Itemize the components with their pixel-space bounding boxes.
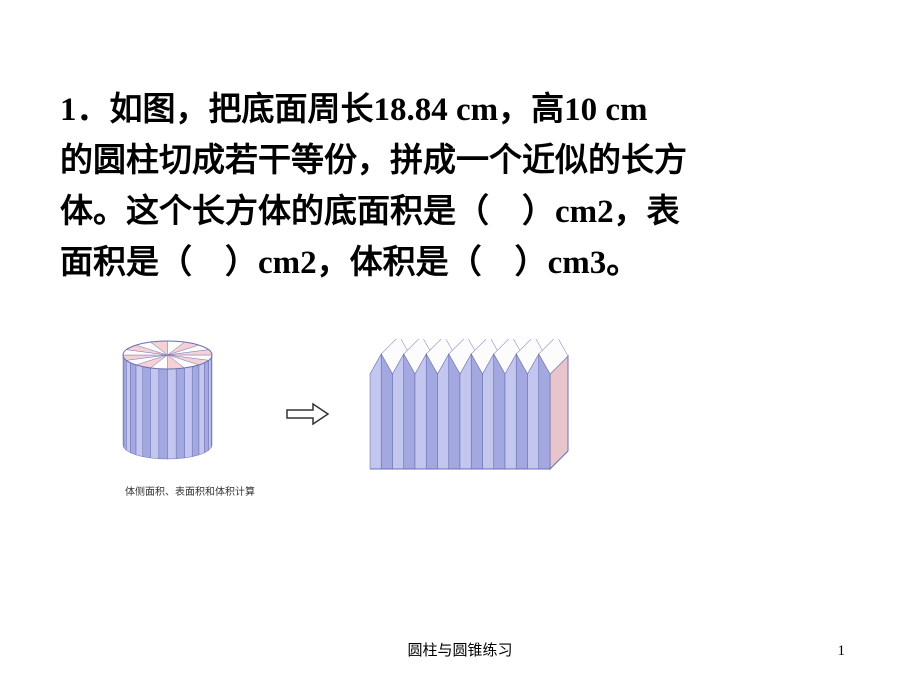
q-line3: 体。这个长方体的底面积是（ ）cm2，表 [60, 194, 680, 230]
q-line1: 如图，把底面周长18.84 cm，高10 cm [110, 92, 648, 128]
figures-row: 体侧面积、表面积和体积计算 [120, 330, 870, 498]
cylinder-figure: 体侧面积、表面积和体积计算 [120, 330, 255, 498]
page-number: 1 [838, 643, 846, 660]
arrow-icon [285, 399, 330, 429]
footer-text: 圆柱与圆锥练习 [0, 639, 920, 660]
q-line2: 的圆柱切成若干等份，拼成一个近似的长方 [60, 143, 687, 179]
cuboid-svg [360, 339, 590, 489]
q-line4: 面积是（ ）cm2，体积是（ ）cm3。 [60, 245, 639, 281]
question-text: 1．如图，把底面周长18.84 cm，高10 cm 的圆柱切成若干等份，拼成一个… [60, 85, 870, 290]
question-number: 1． [60, 92, 110, 128]
slide-content: 1．如图，把底面周长18.84 cm，高10 cm 的圆柱切成若干等份，拼成一个… [0, 0, 920, 498]
cylinder-svg [120, 330, 215, 470]
truncated-caption: 体侧面积、表面积和体积计算 [125, 483, 255, 498]
